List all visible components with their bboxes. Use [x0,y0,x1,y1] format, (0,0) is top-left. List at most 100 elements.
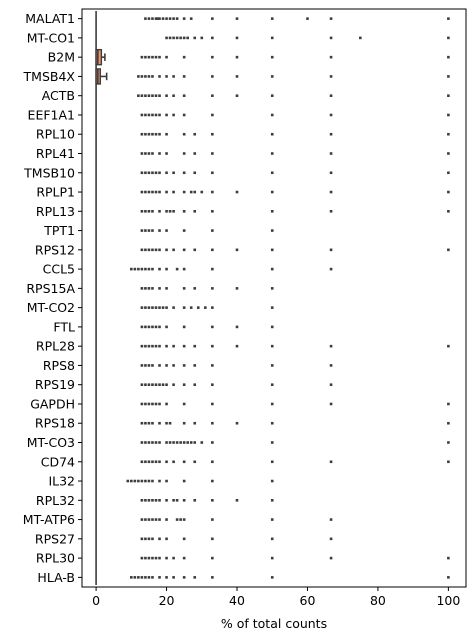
box-b2m [95,48,103,66]
outlier-point [158,537,161,541]
outlier-point [144,190,147,194]
outlier-point [204,306,207,309]
outlier-point [329,36,333,40]
outlier-point [151,402,154,406]
outlier-point [211,364,214,367]
outlier-point [211,152,214,155]
outlier-point [154,113,158,117]
outlier-point [193,190,197,194]
outlier-point [329,364,333,367]
outlier-point [151,344,154,348]
outlier-point [168,36,172,40]
outlier-point [147,94,151,97]
outlier-point [140,132,144,136]
outlier-point [270,499,274,502]
outlier-point [133,479,137,483]
outlier-point [140,556,144,560]
x-tick-label: 80 [370,593,386,608]
outlier-point [235,190,239,194]
outlier-point [165,36,168,40]
outlier-point [140,229,144,232]
outlier-point [193,576,197,579]
outlier-point [211,17,214,20]
outlier-point [182,556,186,560]
outlier-point [151,556,154,560]
outlier-point [147,518,151,521]
outlier-point [182,421,186,425]
outlier-point [165,576,168,579]
y-tick-label: B2M [48,50,75,65]
outlier-point [151,364,154,367]
outlier-point [165,518,168,521]
outlier-point [270,556,274,560]
outlier-point [270,460,274,464]
outlier-point [140,421,144,425]
outlier-point [211,383,214,386]
outlier-point [154,402,158,406]
outlier-point [270,75,274,78]
outlier-point [193,383,197,386]
outlier-point [144,287,147,290]
outlier-point [165,267,168,271]
outlier-point [447,460,450,464]
outlier-point [235,421,239,425]
outlier-point [182,248,186,252]
outlier-point [447,113,450,117]
outlier-point [158,306,161,309]
outlier-point [133,267,137,271]
outlier-point [151,132,154,136]
outlier-point [165,344,168,348]
y-tick-label: MT-ATP6 [23,512,75,527]
outlier-point [172,190,175,194]
outlier-point [182,287,186,290]
outlier-point [140,306,144,309]
outlier-point [130,267,133,271]
x-tick-label: 100 [436,593,460,608]
outlier-point [447,36,450,40]
outlier-point [165,402,168,406]
outlier-point [182,479,186,483]
outlier-point [270,479,274,483]
outlier-point [182,94,186,97]
outlier-point [270,537,274,541]
outlier-point [158,229,161,232]
outlier-point [182,441,186,444]
outlier-point [447,421,450,425]
outlier-point [144,152,147,155]
outlier-point [151,17,154,20]
outlier-point [147,421,151,425]
outlier-point [151,325,154,329]
outlier-point [168,421,172,425]
y-tick-label: RPS8 [43,358,75,373]
outlier-point [158,364,161,367]
outlier-point [172,306,175,309]
outlier-point [165,441,168,444]
outlier-point [329,55,333,59]
outlier-point [140,152,144,155]
outlier-point [154,441,158,444]
outlier-point [151,383,154,386]
outlier-point [140,460,144,464]
outlier-point [172,441,175,444]
outlier-point [200,441,204,444]
outlier-point [211,537,214,541]
outlier-point [211,132,214,136]
outlier-point [270,132,274,136]
outlier-point [270,325,274,329]
y-tick-label: ACTB [42,88,75,103]
outlier-point [140,402,144,406]
outlier-point [147,499,151,502]
outlier-point [151,306,154,309]
outlier-point [211,171,214,175]
outlier-point [211,460,214,464]
outlier-point [329,460,333,464]
outlier-point [270,248,274,252]
outlier-point [151,152,154,155]
outlier-point [447,75,450,78]
outlier-point [193,287,197,290]
outlier-point [172,171,175,175]
outlier-point [175,518,179,521]
outlier-point [144,113,147,117]
outlier-point [165,75,168,78]
